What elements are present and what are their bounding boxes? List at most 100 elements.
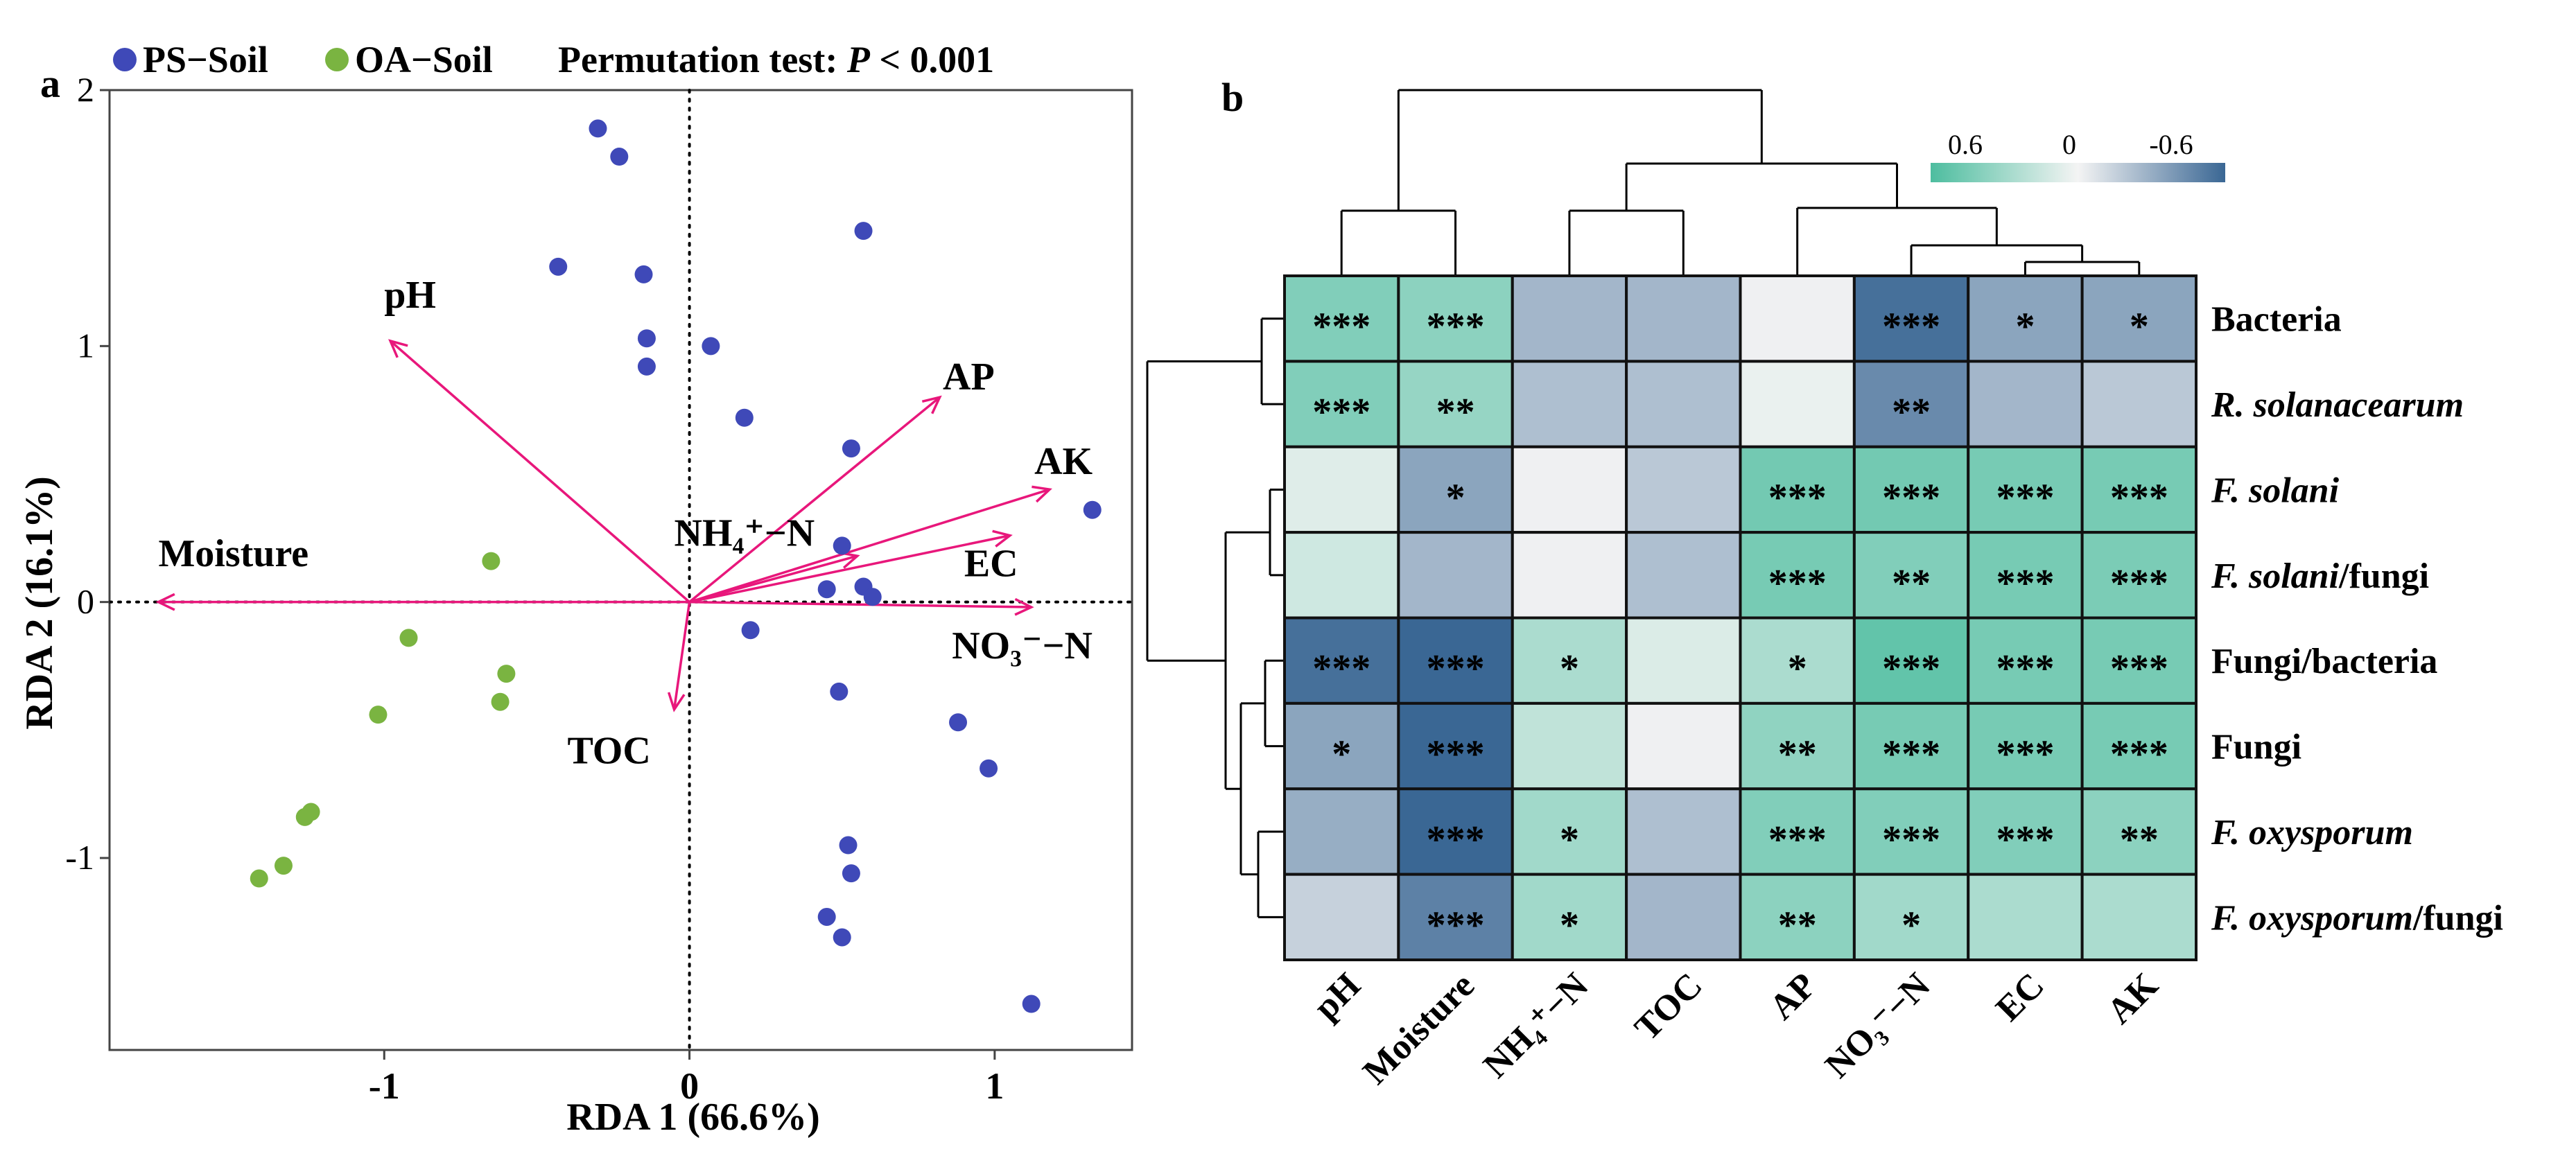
significance-marker: ***: [1427, 818, 1485, 861]
point-oa-soil: [497, 665, 516, 683]
heatmap-cell: [1852, 616, 1970, 705]
heatmap-row-label: R. solanacearum: [2211, 385, 2464, 425]
significance-marker: ***: [1427, 733, 1485, 776]
significance-marker: *: [1901, 904, 1921, 947]
heatmap-cell: [1283, 274, 1400, 363]
heatmap-cell: [1625, 531, 1742, 620]
vector-toc: [667, 602, 691, 712]
point-ps-soil: [735, 408, 754, 427]
vector-label: TOC: [567, 729, 650, 772]
heatmap-cell: [2080, 873, 2198, 961]
significance-marker: *: [1332, 733, 1351, 776]
vector-line: [689, 554, 858, 604]
significance-marker: ***: [1427, 904, 1485, 947]
heatmap-cell: [1511, 701, 1628, 791]
rda-y-tick-label: -1: [65, 838, 94, 877]
vector-ap: [688, 395, 942, 604]
heatmap-cell: [1397, 360, 1514, 448]
heatmap-cell: [1852, 531, 1970, 620]
point-ps-soil: [817, 580, 836, 599]
rda-x-axis-title: RDA 1 (66.6%): [566, 1096, 820, 1139]
heatmap-cell: [1739, 274, 1856, 363]
significance-marker: *: [1788, 647, 1807, 690]
heatmap-cell: [1852, 701, 1970, 791]
heatmap-cell: [1397, 531, 1514, 620]
heatmap-cell: [1511, 445, 1628, 534]
heatmap-cell: [1739, 787, 1856, 876]
point-ps-soil: [980, 759, 998, 778]
vector-arrowhead: [667, 692, 686, 712]
significance-marker: ***: [1312, 391, 1370, 434]
heatmap-cell: [1625, 445, 1742, 534]
heatmap-row-labels: Bacteria R. solanacearum F. solani F. solan…: [2211, 300, 2503, 938]
heatmap-cell: [1967, 360, 2084, 448]
point-ps-soil: [842, 864, 860, 883]
rda-title-suffix: < 0.001: [870, 39, 994, 80]
heatmap-column-label: AK: [2100, 965, 2166, 1032]
column-dendrogram: [1340, 89, 2141, 276]
heatmap-cell: [1739, 360, 1856, 448]
heatmap-cell: [1511, 616, 1628, 705]
vector-label: NH₄⁺−N: [675, 511, 815, 554]
point-oa-soil: [250, 869, 268, 888]
legend-ps-soil-label: PS−Soil: [143, 39, 268, 80]
point-ps-soil: [839, 836, 858, 855]
heatmap-cell: [1511, 274, 1628, 363]
heatmap-cell: [1739, 873, 1856, 961]
heatmap-cell: [1967, 873, 2084, 961]
legend-ps-soil-marker: [113, 48, 137, 71]
significance-marker: **: [2120, 818, 2159, 861]
heatmap-column-label: Moisture: [1355, 965, 1482, 1092]
heatmap-cell: [1511, 873, 1628, 961]
heatmap-cell: [1283, 531, 1400, 620]
vector-ec: [689, 529, 1013, 604]
point-ps-soil: [634, 265, 653, 283]
legend-oa-soil-marker: [325, 48, 349, 71]
significance-marker: **: [1892, 391, 1931, 434]
vector-label: EC: [964, 543, 1018, 586]
rda-y-axis-title: RDA 2 (16.1%): [18, 476, 61, 730]
significance-marker: **: [1778, 733, 1817, 776]
vector-arrowhead: [992, 529, 1013, 548]
point-ps-soil: [702, 337, 720, 356]
significance-marker: ***: [1882, 476, 1940, 519]
legend-oa-soil-label: OA−Soil: [355, 39, 493, 80]
significance-marker: *: [1560, 904, 1579, 947]
vector-arrowhead: [921, 395, 942, 414]
colorbar-label-high: 0.6: [1948, 129, 1983, 160]
vector-arrowhead: [155, 593, 175, 611]
point-oa-soil: [274, 857, 293, 875]
rda-vectors: [155, 339, 1052, 712]
significance-marker: *: [2130, 306, 2149, 349]
significance-marker: ***: [1882, 647, 1940, 690]
point-ps-soil: [830, 682, 848, 701]
significance-marker: ***: [1427, 306, 1485, 349]
vector-ph: [388, 339, 690, 603]
heatmap-row-label: Bacteria: [2211, 300, 2342, 340]
significance-marker: ***: [1996, 733, 2054, 776]
heatmap-cell: [1739, 531, 1856, 620]
significance-marker: ***: [1312, 306, 1370, 349]
heatmap-cell: [1283, 873, 1400, 961]
heatmap-column-label: AP: [1762, 965, 1824, 1027]
point-ps-soil: [589, 119, 607, 138]
point-oa-soil: [399, 629, 418, 647]
heatmap-row-label: Fungi: [2211, 728, 2301, 767]
vector-line: [688, 396, 941, 604]
vector-line: [689, 488, 1050, 604]
significance-marker: *: [2015, 306, 2035, 349]
rda-y-tick-label: 1: [77, 326, 94, 365]
heatmap-cell: [1852, 445, 1970, 534]
point-ps-soil: [1022, 995, 1041, 1013]
rda-title: Permutation test: P < 0.001: [558, 39, 994, 80]
significance-marker: ***: [2110, 476, 2168, 519]
rda-title-p: P: [846, 39, 871, 80]
significance-marker: ***: [1882, 306, 1940, 349]
vector-line: [672, 602, 691, 710]
heatmap-cell: [1625, 701, 1742, 791]
point-ps-soil: [741, 621, 760, 640]
heatmap-cell: [1625, 873, 1742, 961]
significance-marker: ***: [1768, 562, 1827, 605]
significance-marker: ***: [1996, 562, 2054, 605]
